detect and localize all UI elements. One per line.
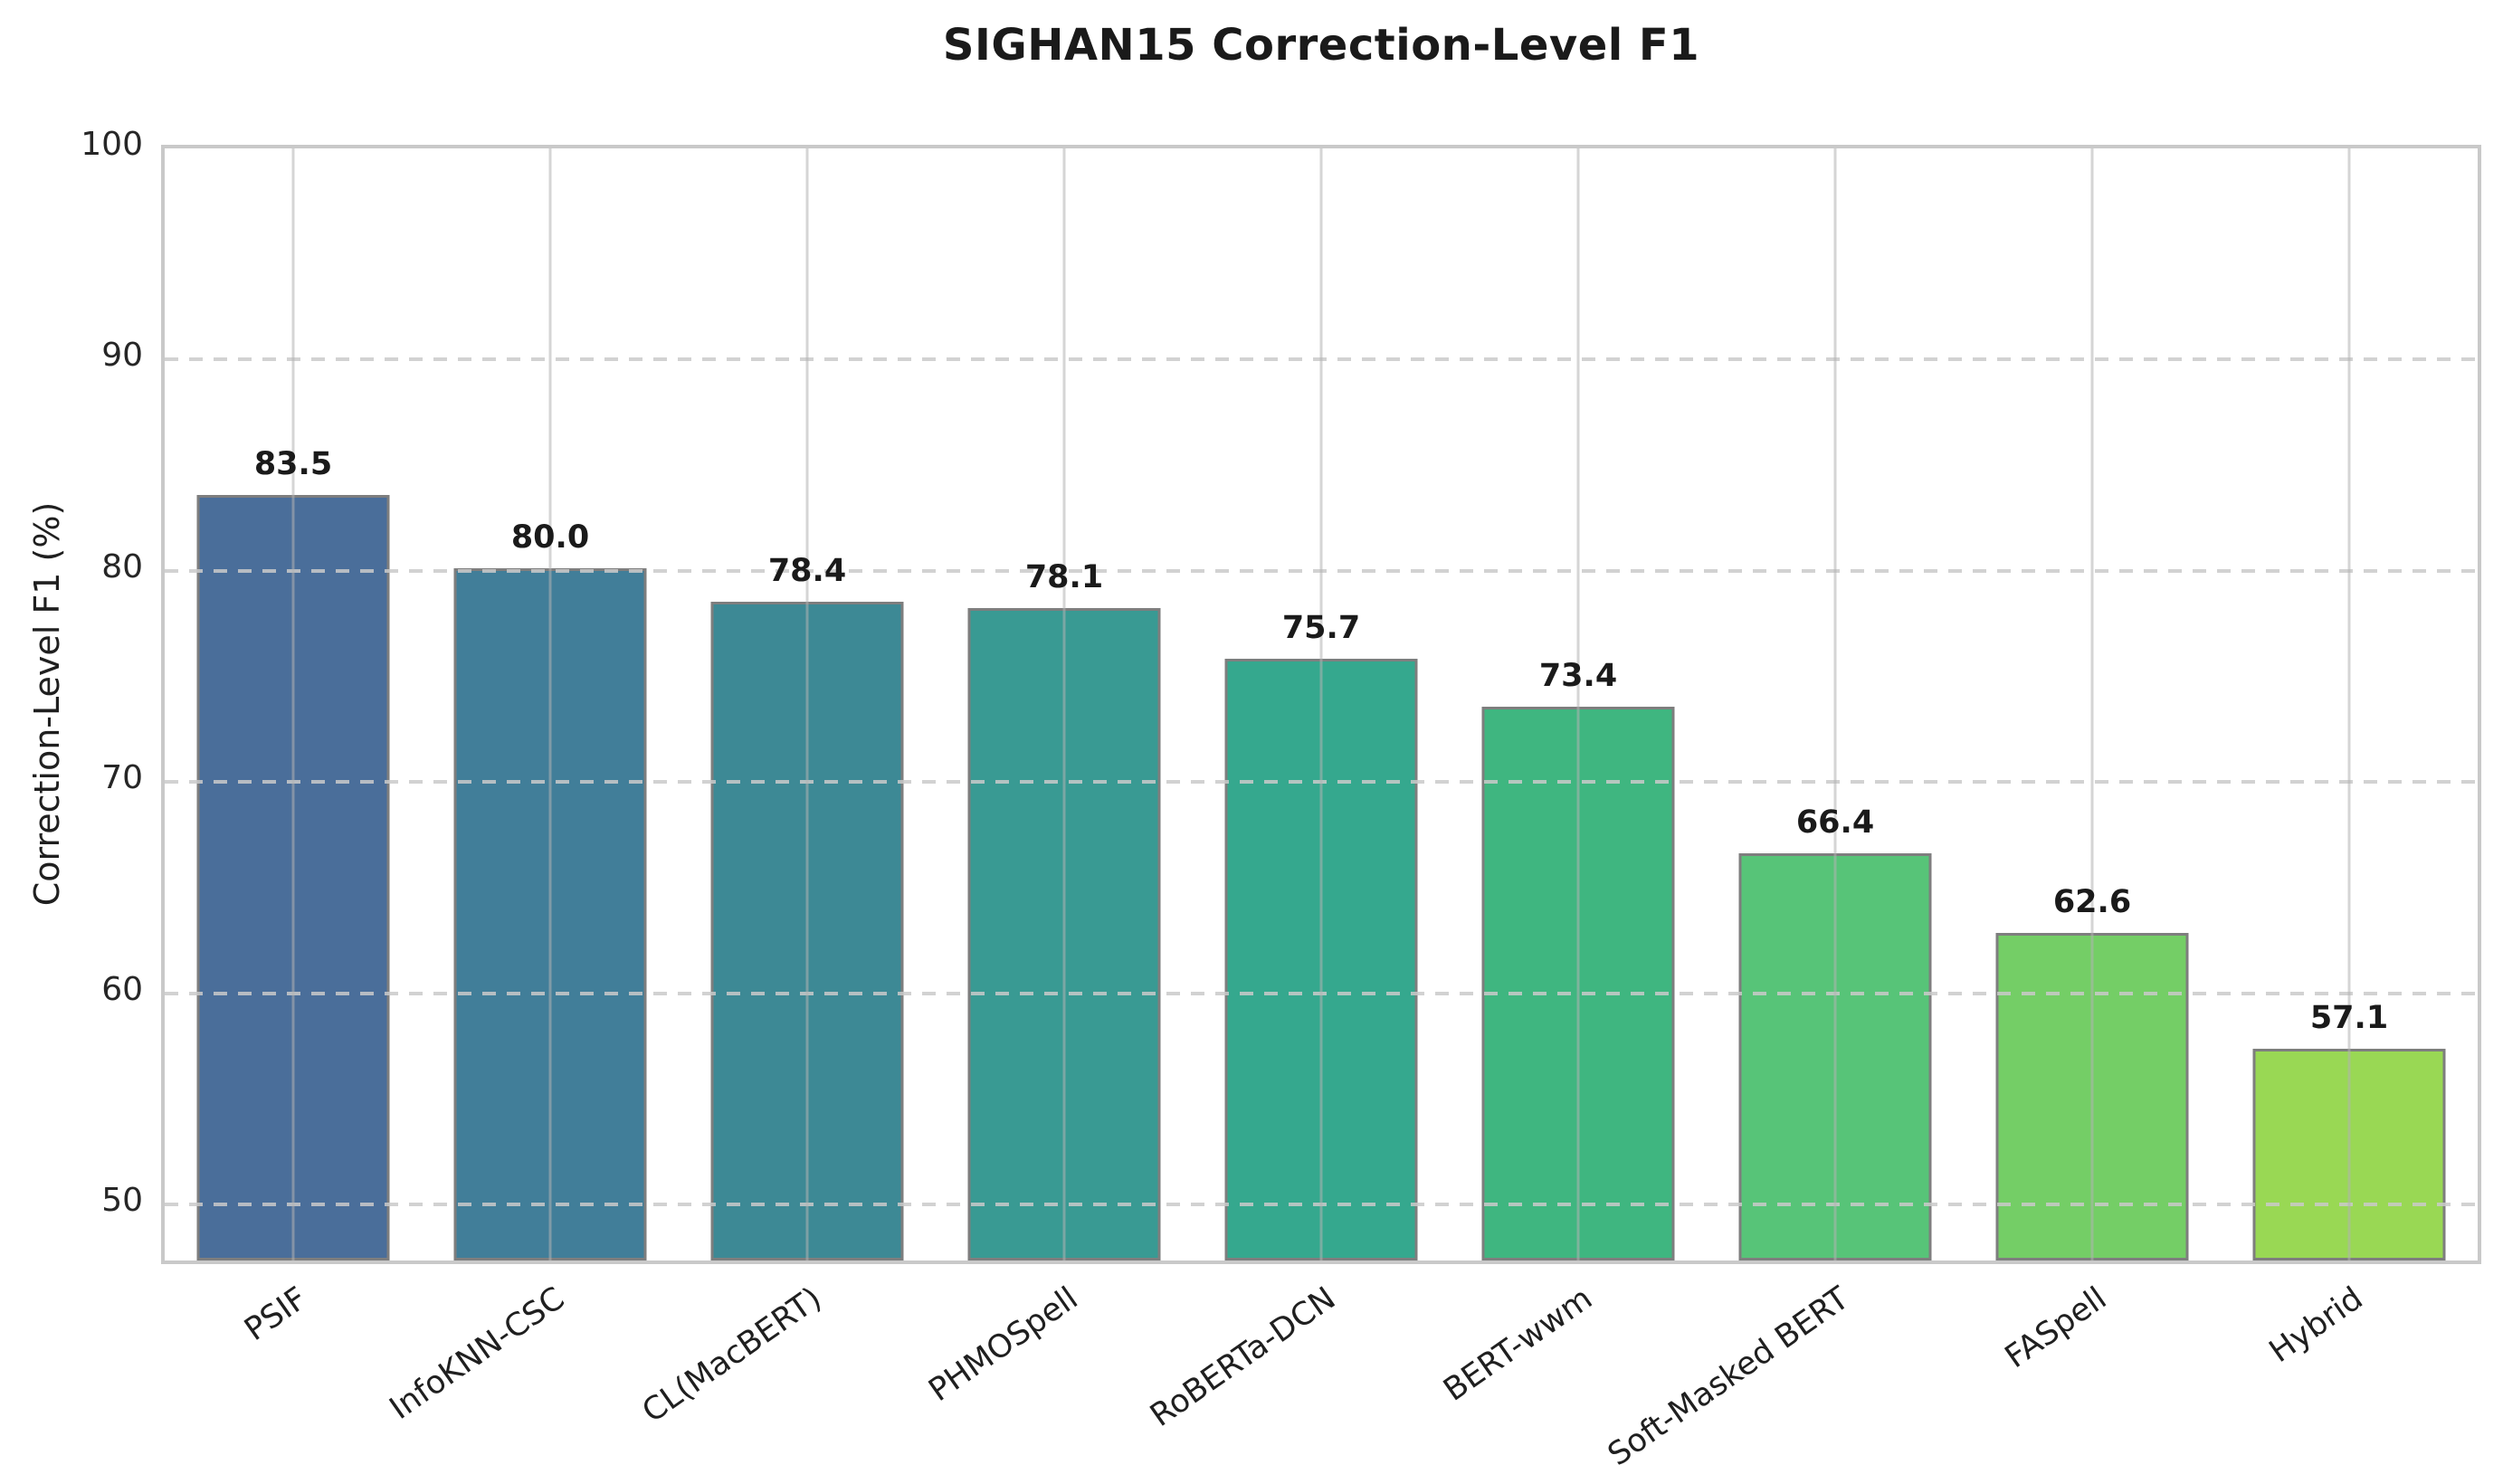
x-tick-label-CL(MacBERT): CL(MacBERT) (635, 1280, 828, 1431)
y-tick-label-50: 50 (101, 1181, 143, 1219)
x-tick-label-RoBERTa-DCN: RoBERTa-DCN (1143, 1280, 1342, 1435)
bar-slot-6: 66.4 Soft-Masked BERT (1602, 148, 1964, 1473)
chart-title: SIGHAN15 Correction-Level F1 (942, 20, 1700, 71)
y-tick-label-80: 80 (101, 547, 143, 585)
x-tick-label-Hybrid: Hybrid (2263, 1280, 2370, 1371)
bar-Soft-Masked BERT (1738, 853, 1932, 1260)
y-tick-label-60: 60 (101, 970, 143, 1008)
y-tick-label-100: 100 (81, 126, 143, 163)
bar-value-label-CL(MacBERT): 78.4 (767, 552, 847, 589)
bar-value-label-FASpell: 62.6 (2052, 884, 2132, 921)
bar-value-label-Soft-Masked BERT: 66.4 (1795, 804, 1875, 842)
bar-slots: 83.5 PSIF 80.0 InfoKNN-CSC 78.4 CL(MacBERT) 78… (165, 148, 2478, 1473)
bar-value-label-BERT-wwm: 73.4 (1538, 657, 1618, 694)
bar-slot-1: 80.0 InfoKNN-CSC (383, 148, 679, 1427)
bar-slot-4: 75.7 RoBERTa-DCN (1144, 148, 1450, 1434)
bar-PHMOSpell (967, 607, 1161, 1260)
bar-slot-8: 57.1 Hybrid (2221, 148, 2478, 1370)
bar-BERT-wwm (1481, 706, 1675, 1260)
bar-PSIF (196, 494, 390, 1260)
bar-InfoKNN-CSC (453, 567, 647, 1260)
x-tick-label-PHMOSpell: PHMOSpell (922, 1280, 1085, 1410)
bar-value-label-Hybrid: 57.1 (2309, 999, 2389, 1036)
bar-CL(MacBERT) (710, 601, 904, 1260)
bar-slot-2: 78.4 CL(MacBERT) (635, 148, 936, 1431)
bar-value-label-RoBERTa-DCN: 75.7 (1281, 609, 1361, 646)
bar-slot-0: 83.5 PSIF (165, 148, 422, 1348)
bar-value-label-PHMOSpell: 78.1 (1024, 558, 1104, 595)
x-tick-label-BERT-wwm: BERT-wwm (1437, 1280, 1599, 1409)
x-tick-label-Soft-Masked BERT: Soft-Masked BERT (1602, 1280, 1856, 1474)
bar-Hybrid (2252, 1048, 2446, 1260)
bar-slot-5: 73.4 BERT-wwm (1437, 148, 1707, 1409)
y-tick-label-70: 70 (101, 759, 143, 797)
plot-area: 83.5 PSIF 80.0 InfoKNN-CSC 78.4 CL(MacBERT) 78… (161, 145, 2481, 1473)
bar-value-label-PSIF: 83.5 (253, 445, 333, 482)
bar-value-label-InfoKNN-CSC: 80.0 (510, 518, 590, 556)
x-tick-label-InfoKNN-CSC: InfoKNN-CSC (383, 1280, 571, 1427)
x-tick-label-PSIF: PSIF (238, 1280, 314, 1349)
bar-FASpell (1995, 933, 2189, 1260)
bar-RoBERTa-DCN (1224, 658, 1418, 1260)
x-tick-label-FASpell: FASpell (1998, 1280, 2113, 1376)
bar-slot-3: 78.1 PHMOSpell (923, 148, 1193, 1409)
bar-slot-7: 62.6 FASpell (1964, 148, 2221, 1375)
y-tick-label-90: 90 (101, 337, 143, 375)
